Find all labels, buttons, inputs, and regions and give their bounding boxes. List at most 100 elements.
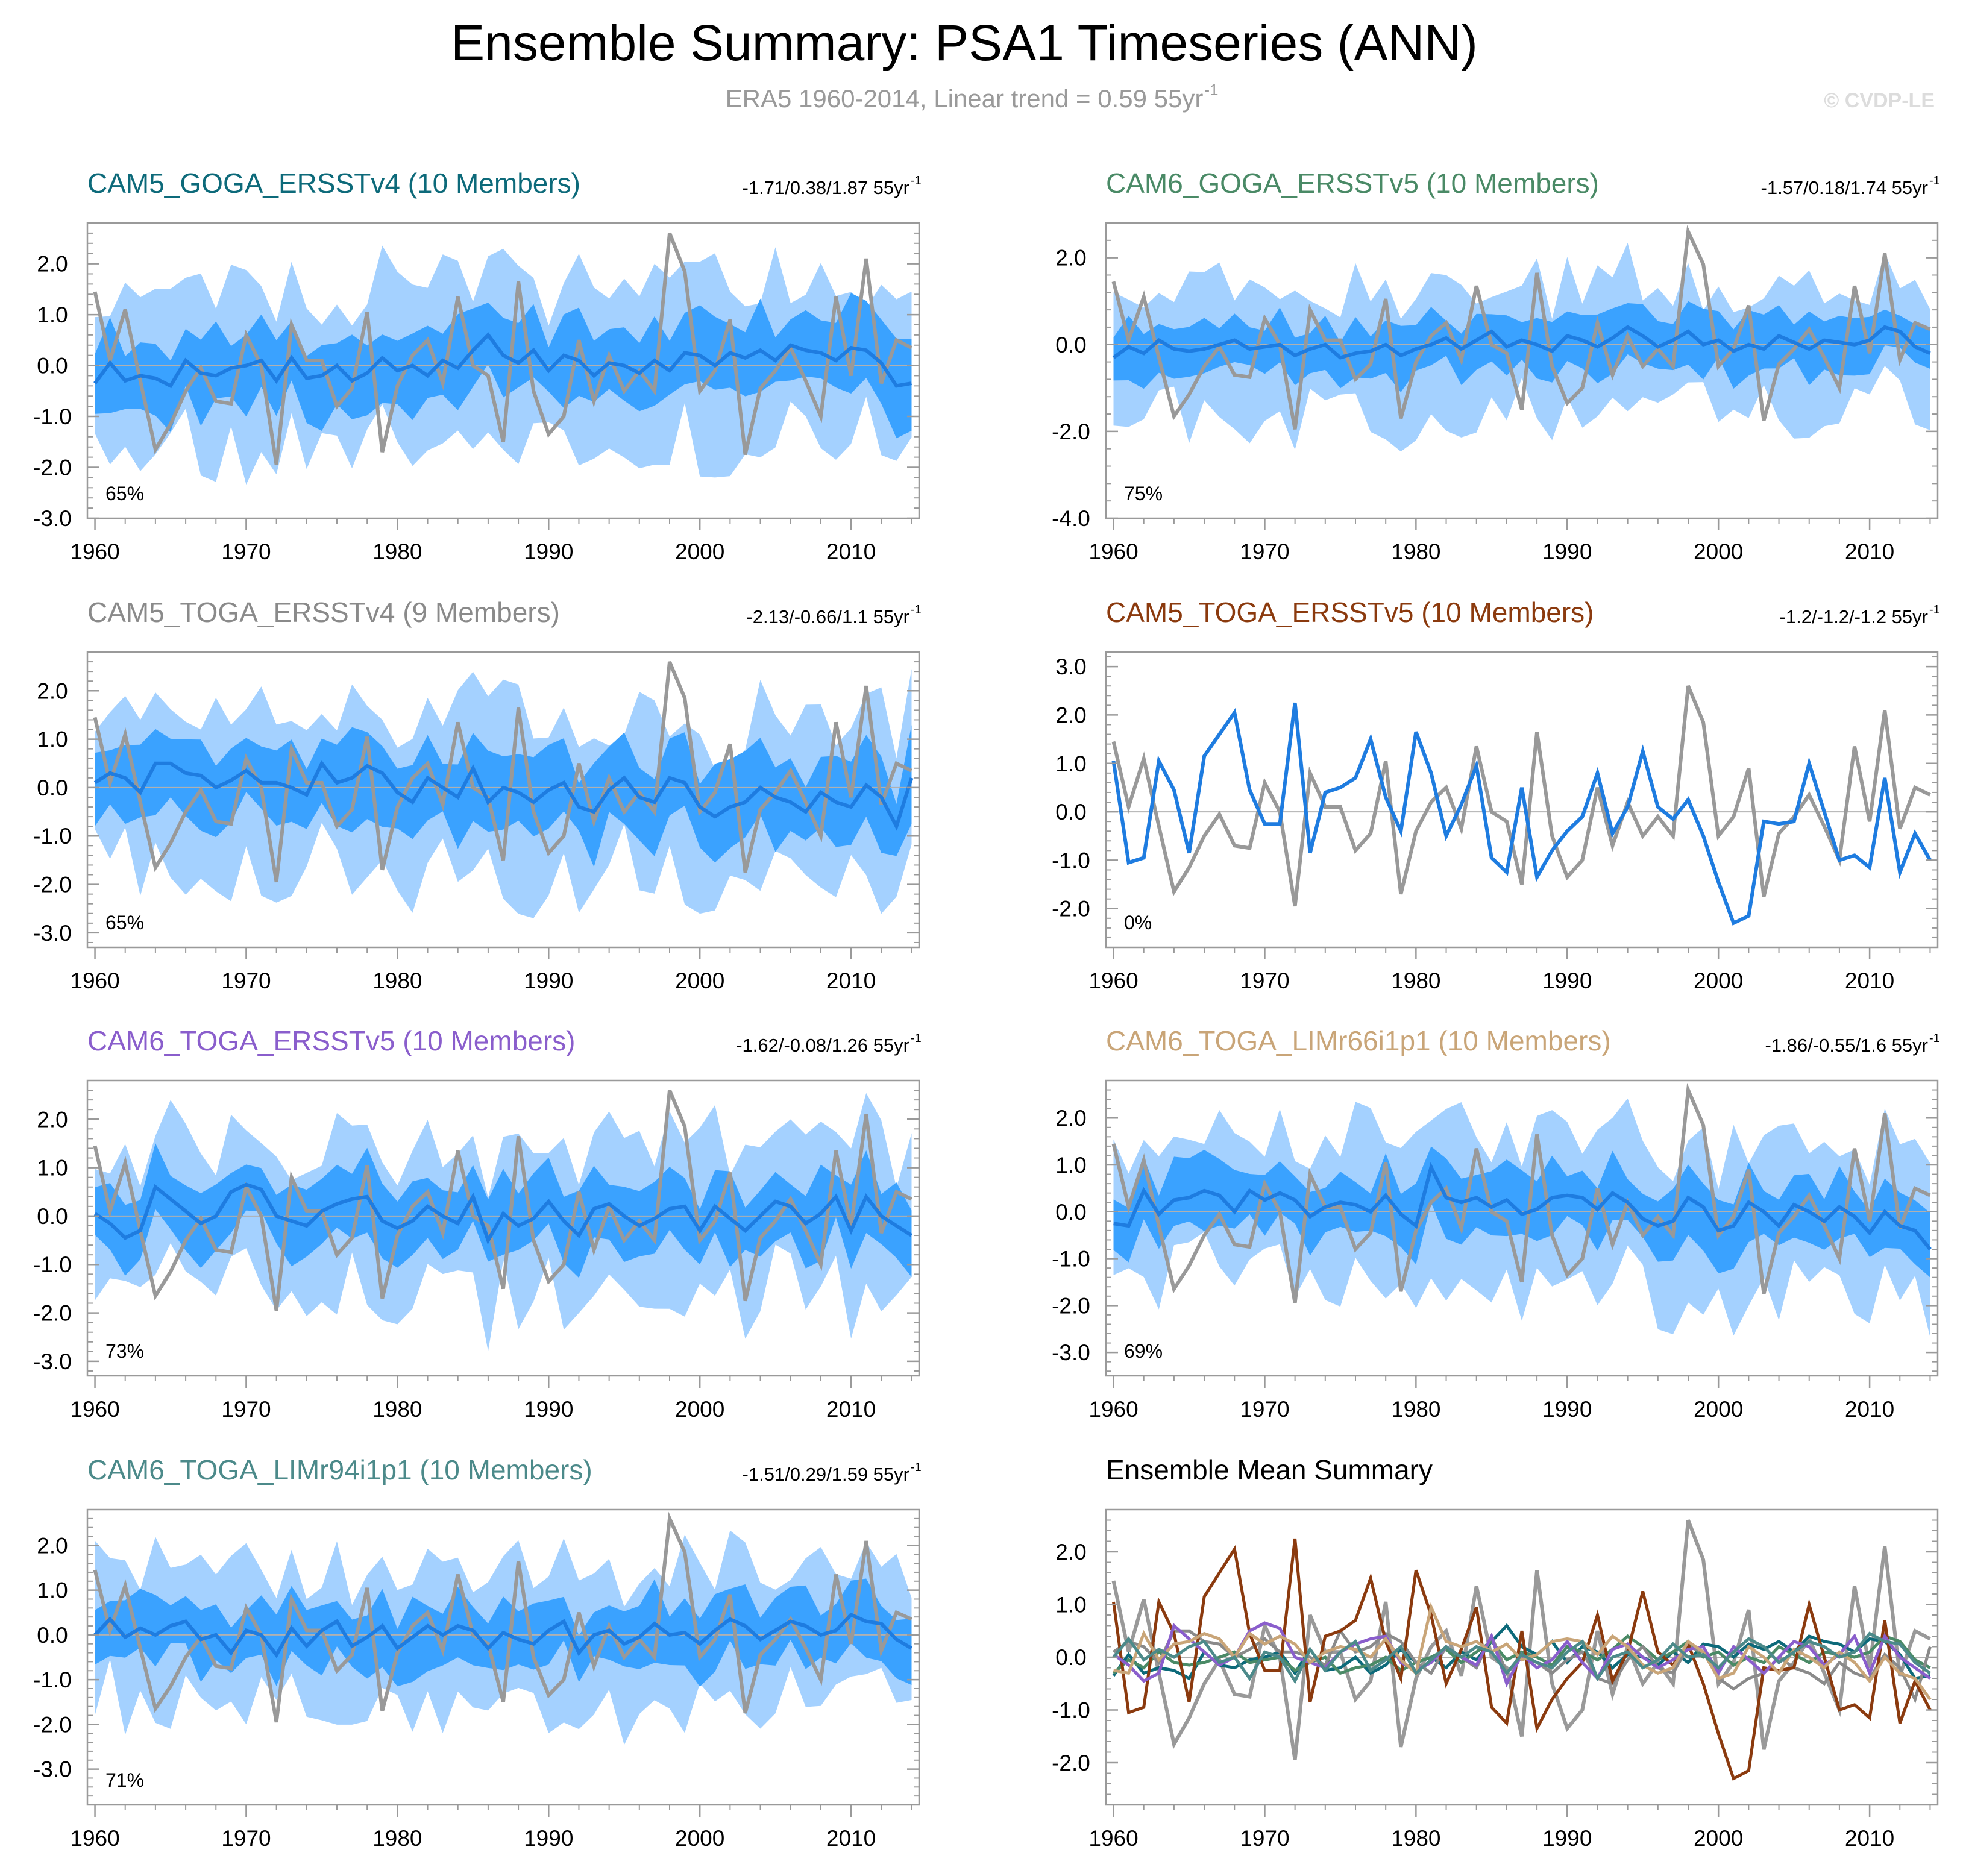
ensemble-mean-line (1111, 702, 1932, 926)
x-tick-label: 2000 (1694, 1397, 1743, 1422)
pct-label: 65% (105, 912, 144, 933)
trend-sup: -1 (911, 174, 922, 187)
trend-text: -1.57/0.18/1.74 55yr (1761, 177, 1928, 198)
plot-frame (86, 1508, 920, 1806)
x-tick-label: 1960 (1088, 968, 1138, 993)
y-tick-label: -2.0 (33, 873, 72, 897)
plot-area (87, 660, 919, 918)
observations-line (93, 1089, 912, 1311)
panel-title: CAM6_TOGA_LIMr94i1p1 (10 Members) (87, 1454, 592, 1485)
y-tick-label: -1.0 (1052, 1247, 1090, 1272)
x-tick-label: 1980 (1391, 1397, 1440, 1422)
trend-text: -1.2/-1.2/-1.2 55yr (1780, 606, 1928, 627)
x-tick-label: 1980 (372, 968, 422, 993)
panel-6: CAM6_TOGA_LIMr66i1p1 (10 Members) -1.86/-… (1052, 1025, 1940, 1422)
y-tick-label: 0.0 (1055, 800, 1086, 824)
y-tick-label: -3.0 (33, 1757, 72, 1782)
x-tick-label: 2010 (826, 1826, 876, 1851)
y-tick-label: -2.0 (33, 1712, 72, 1737)
trend-text: -2.13/-0.66/1.1 55yr (746, 606, 909, 627)
observations-line (93, 232, 912, 465)
y-tick-label: -1.0 (33, 1667, 72, 1692)
spread-inner-band (95, 1143, 912, 1278)
panel-title: CAM6_TOGA_LIMr66i1p1 (10 Members) (1106, 1025, 1611, 1056)
trend-text: -1.51/0.29/1.59 55yr (743, 1464, 909, 1485)
panel-1: CAM5_GOGA_ERSSTv4 (10 Members) -1.71/0.38… (33, 168, 922, 564)
panel-4: CAM5_TOGA_ERSSTv5 (10 Members) -1.2/-1.2/… (1052, 597, 1940, 993)
x-tick-label: 1980 (1391, 968, 1440, 993)
x-tick-label: 2000 (675, 1826, 724, 1851)
ensemble-mean-line (1113, 1162, 1932, 1250)
y-tick-label: 1.0 (1055, 751, 1086, 776)
y-tick-label: 2.0 (1055, 1106, 1086, 1131)
plot-frame (86, 1079, 920, 1377)
x-tick-label: 2010 (826, 1397, 876, 1422)
y-tick-label: -3.0 (33, 1349, 72, 1374)
x-tick-label: 2010 (1845, 968, 1894, 993)
panel-title: CAM5_TOGA_ERSSTv5 (10 Members) (1106, 597, 1594, 628)
plot-frame (1105, 651, 1939, 949)
x-tick-label: 1990 (524, 968, 573, 993)
y-tick-label: -1.0 (1052, 848, 1090, 873)
trend-text: -1.86/-0.55/1.6 55yr (1765, 1035, 1928, 1056)
spread-inner-band (95, 724, 912, 867)
panel-title: CAM6_TOGA_ERSSTv5 (10 Members) (87, 1025, 576, 1056)
y-tick-label: 0.0 (1055, 1645, 1086, 1670)
y-tick-label: -2.0 (1052, 1293, 1090, 1318)
y-tick-label: -3.0 (33, 506, 72, 531)
trend-sup: -1 (911, 1032, 922, 1045)
y-tick-label: -2.0 (1052, 1751, 1090, 1775)
x-tick-label: 1990 (524, 1826, 573, 1851)
plot-frame (1105, 1079, 1939, 1377)
y-tick-label: 0.0 (1055, 333, 1086, 357)
y-tick-label: 3.0 (1055, 654, 1086, 679)
pct-label: 71% (105, 1769, 144, 1791)
x-tick-label: 2000 (675, 968, 724, 993)
x-tick-label: 2000 (675, 539, 724, 564)
y-tick-label: -3.0 (1052, 1340, 1090, 1365)
summary-mean-line (1113, 1602, 1932, 1701)
x-tick-label: 2010 (1845, 539, 1894, 564)
x-tick-label: 1970 (1240, 1397, 1289, 1422)
y-tick-label: 2.0 (37, 679, 68, 703)
summary-mean-line (1112, 1631, 1931, 1684)
x-tick-label: 1960 (70, 539, 119, 564)
panels-container: CAM5_GOGA_ERSSTv4 (10 Members) -1.71/0.38… (33, 168, 1940, 1851)
y-tick-label: -1.0 (33, 1252, 72, 1277)
x-tick-label: 1990 (524, 539, 573, 564)
x-tick-label: 1970 (1240, 1826, 1289, 1851)
observations-line (1111, 225, 1931, 430)
y-tick-label: 2.0 (37, 1533, 68, 1558)
plot-area (1106, 1519, 1938, 1781)
y-tick-label: -1.0 (33, 824, 72, 849)
x-tick-label: 2010 (826, 968, 876, 993)
x-tick-label: 1980 (1391, 1826, 1440, 1851)
x-tick-label: 1970 (221, 1397, 271, 1422)
trend-sup: -1 (911, 603, 922, 616)
x-tick-label: 2010 (1845, 1397, 1894, 1422)
plot-area (1106, 685, 1938, 926)
x-tick-label: 1970 (1240, 539, 1289, 564)
x-tick-label: 1990 (1542, 539, 1592, 564)
y-tick-label: 0.0 (37, 1623, 68, 1648)
y-tick-label: 1.0 (37, 1578, 68, 1603)
y-tick-label: 0.0 (37, 776, 68, 800)
y-tick-label: -1.0 (33, 404, 72, 429)
x-tick-label: 1960 (70, 1826, 119, 1851)
trend-sup: -1 (1929, 603, 1940, 616)
summary-mean-line (1112, 1634, 1931, 1675)
trend-text: -1.62/-0.08/1.26 55yr (736, 1035, 909, 1056)
y-tick-label: -2.0 (1052, 897, 1090, 921)
ensemble-mean-line (93, 1182, 913, 1245)
panel-5: CAM6_TOGA_ERSSTv5 (10 Members) -1.62/-0.0… (33, 1025, 922, 1422)
pct-label: 73% (105, 1340, 144, 1362)
plot-frame (86, 651, 920, 949)
panel-7: CAM6_TOGA_LIMr94i1p1 (10 Members) -1.51/0… (33, 1454, 922, 1851)
y-tick-label: 1.0 (37, 303, 68, 327)
x-tick-label: 1970 (221, 539, 271, 564)
ensemble-mean-line (93, 760, 914, 832)
x-tick-label: 1960 (1088, 1397, 1138, 1422)
y-tick-label: 2.0 (1055, 703, 1086, 727)
x-tick-label: 2000 (675, 1397, 724, 1422)
